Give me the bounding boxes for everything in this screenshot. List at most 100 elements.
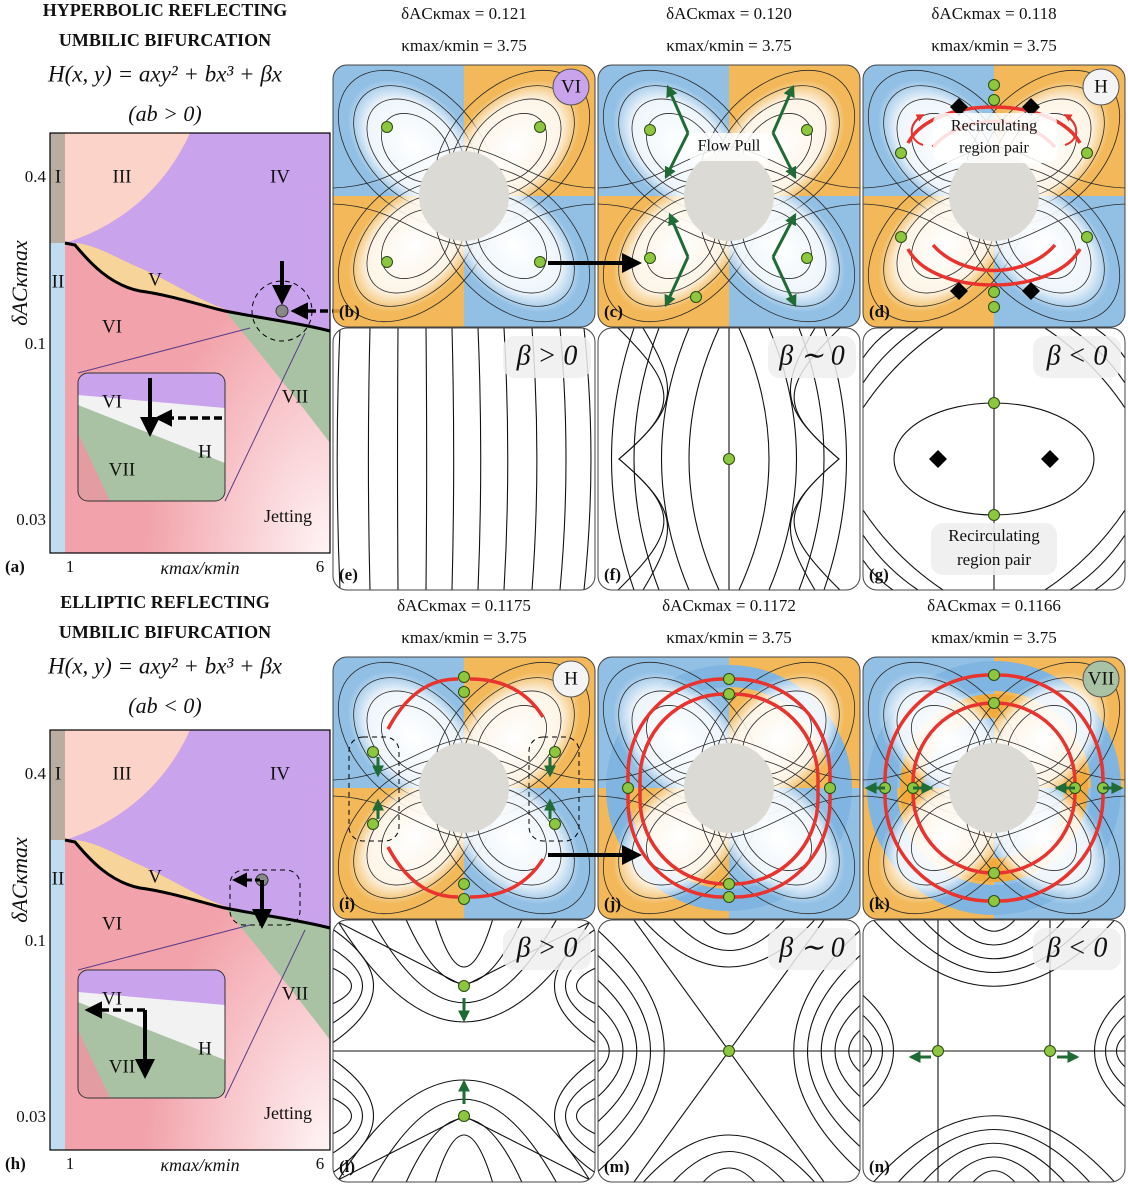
zoom-box <box>528 736 580 842</box>
recirc-arrow <box>910 114 925 146</box>
flow-arrow <box>668 212 690 258</box>
region-label: VI <box>102 913 122 934</box>
badge <box>552 68 590 106</box>
streamline <box>863 203 1125 247</box>
y-tick-label: 0.03 <box>16 510 46 529</box>
contour <box>333 1095 353 1137</box>
annotation: region pair <box>957 550 1031 569</box>
contour <box>863 328 894 359</box>
fixed-point <box>690 291 702 303</box>
fixed-point <box>367 746 379 758</box>
flow-arrow <box>771 212 797 258</box>
streamline <box>598 203 860 247</box>
contour <box>863 534 919 590</box>
region-label: VII <box>282 386 308 407</box>
panel-label: (b) <box>339 302 360 321</box>
region-IV <box>65 242 225 309</box>
badge <box>552 660 590 698</box>
region-label: I <box>55 763 61 784</box>
region-label: Jetting <box>264 1103 312 1123</box>
contour <box>451 328 455 590</box>
x-tick-label: 6 <box>316 557 325 576</box>
parameter-header: δACκmax = 0.1166 <box>927 596 1061 615</box>
contour <box>698 920 760 935</box>
annotation: Flow Pull <box>698 138 761 155</box>
inset-region-label: H <box>198 1038 212 1059</box>
contour <box>943 920 1045 946</box>
contour <box>433 920 495 968</box>
body <box>419 743 509 833</box>
contour <box>698 1167 760 1182</box>
y-tick-label: 0.4 <box>25 167 47 186</box>
contour <box>333 1075 364 1157</box>
panel: VII (k) <box>862 656 1126 920</box>
y-tick-label: 0.03 <box>16 1107 46 1126</box>
streamline <box>598 737 860 781</box>
parameter-header: κmax/κmin = 3.75 <box>666 36 791 55</box>
beta-bg <box>1033 336 1121 378</box>
inset-frame <box>77 372 226 502</box>
contour <box>598 1000 624 1102</box>
contour <box>863 509 944 590</box>
zoom-point <box>275 304 289 318</box>
parameter-header: δACκmax = 0.118 <box>931 4 1056 23</box>
contour <box>661 328 690 590</box>
y-tick-label: 0.1 <box>25 931 46 950</box>
contour <box>820 975 860 1127</box>
contour <box>333 1055 375 1177</box>
inset-VI <box>78 970 225 1005</box>
center-point <box>950 98 968 116</box>
flow-arrow <box>771 132 797 180</box>
region-label: IV <box>270 763 290 784</box>
fixed-point <box>1081 147 1093 159</box>
streamline <box>863 737 1125 781</box>
contour <box>367 328 371 590</box>
region-label: III <box>113 763 132 784</box>
section-title: UMBILIC BIFURCATION <box>59 30 271 50</box>
y-tick-label: 0.1 <box>25 334 46 353</box>
panel-content <box>598 65 860 327</box>
badge-label: VII <box>1088 668 1114 689</box>
fixed-point <box>723 891 735 903</box>
contour <box>433 1134 495 1182</box>
region-II <box>50 243 65 553</box>
streamline <box>863 795 1125 839</box>
panel-frame <box>862 327 1126 591</box>
badge-label: H <box>1094 76 1108 97</box>
fixed-point <box>549 746 561 758</box>
annotation-bg <box>686 133 772 161</box>
panel: VI (b) <box>332 64 596 328</box>
fixed-point <box>895 231 907 243</box>
panel: (j) <box>597 656 861 920</box>
contour <box>333 965 353 1007</box>
inset-link <box>224 332 306 502</box>
panel-frame <box>597 919 861 1183</box>
panel: β > 0 (e) <box>332 327 596 591</box>
panel: β < 0 (n) <box>862 919 1126 1183</box>
fixed-point <box>723 878 735 890</box>
fixed-point <box>824 782 836 794</box>
plot-frame <box>49 132 331 554</box>
panel-frame <box>332 64 596 328</box>
fixed-point <box>988 697 1000 709</box>
inset-V <box>78 1030 110 1098</box>
region-I <box>50 730 65 840</box>
inset-content <box>78 970 225 1098</box>
section-title: HYPERBOLIC REFLECTING <box>43 0 288 20</box>
x-axis-label: κmax/κmin <box>160 1155 239 1175</box>
contour <box>807 950 860 1152</box>
annotation: region pair <box>959 140 1029 157</box>
annotation-bg <box>933 113 1057 163</box>
inset-link <box>77 924 251 971</box>
contour <box>668 1151 790 1182</box>
fixed-point <box>458 878 470 890</box>
contour <box>553 1055 595 1177</box>
panel-label: (e) <box>339 565 358 584</box>
badge <box>1082 68 1120 106</box>
contour <box>863 328 944 409</box>
body <box>684 151 774 241</box>
separatrix <box>469 858 545 899</box>
streamline <box>333 145 595 189</box>
badge <box>1082 660 1120 698</box>
